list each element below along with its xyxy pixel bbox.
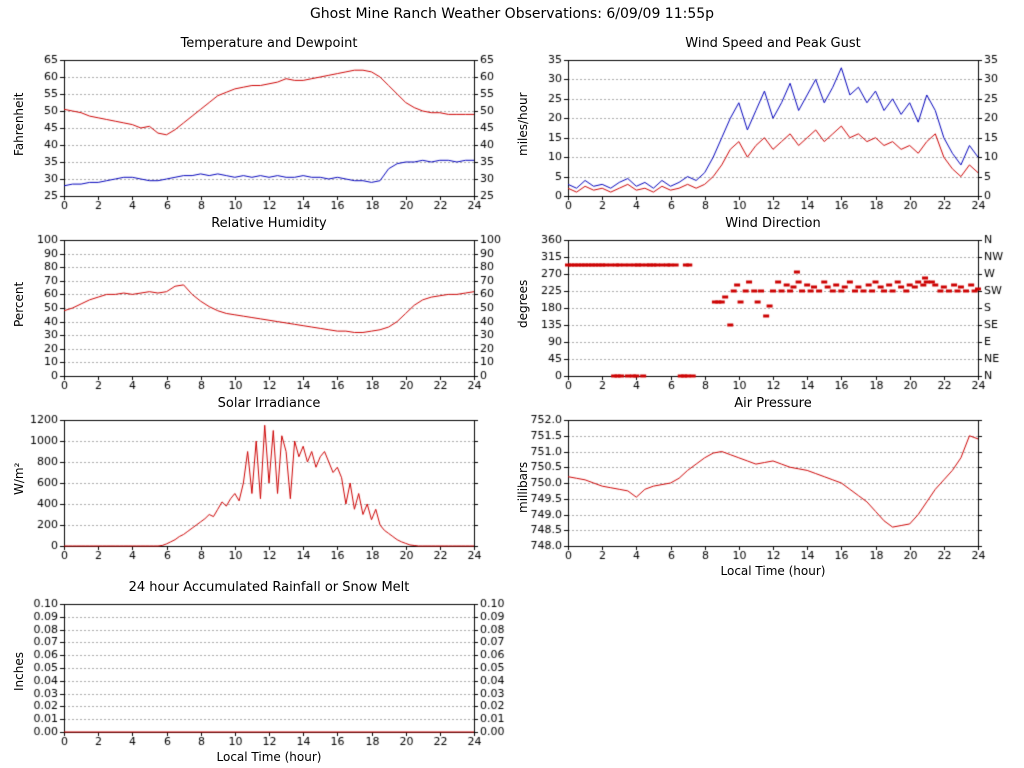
chart-relative-humidity: Relative Humidity Percent — [12, 214, 514, 394]
x-axis-label: Local Time (hour) — [720, 564, 826, 578]
chart-title: Wind Speed and Peak Gust — [685, 36, 861, 51]
page-title: Ghost Mine Ranch Weather Observations: 6… — [309, 6, 715, 22]
chart-temperature-dewpoint: Temperature and Dewpoint Fahrenheit — [12, 34, 514, 214]
chart-title: 24 hour Accumulated Rainfall or Snow Mel… — [128, 580, 410, 595]
chart-canvas — [12, 234, 514, 394]
y-axis-label: degrees — [516, 279, 530, 329]
chart-solar-irradiance: Solar Irradiance W/m² — [12, 394, 514, 564]
y-axis-label: Fahrenheit — [12, 92, 26, 156]
chart-title: Wind Direction — [725, 216, 821, 231]
chart-wind-direction: Wind Direction degrees — [516, 214, 1018, 394]
y-axis-label: miles/hour — [516, 92, 530, 156]
chart-air-pressure: Air Pressure millibars Local Time (hour) — [516, 394, 1018, 580]
y-axis-label: Inches — [12, 652, 26, 692]
chart-rainfall-snowmelt: 24 hour Accumulated Rainfall or Snow Mel… — [12, 578, 514, 766]
chart-canvas — [12, 54, 514, 214]
chart-canvas — [516, 54, 1018, 214]
chart-canvas — [516, 234, 1018, 394]
x-axis-label: Local Time (hour) — [216, 750, 322, 764]
y-axis-label: W/m² — [12, 462, 26, 496]
chart-title: Temperature and Dewpoint — [180, 36, 358, 51]
chart-canvas — [516, 414, 1018, 564]
chart-wind-speed-gust: Wind Speed and Peak Gust miles/hour — [516, 34, 1018, 214]
y-axis-label: millibars — [516, 461, 530, 513]
chart-title: Relative Humidity — [211, 216, 327, 231]
chart-title: Air Pressure — [734, 396, 812, 411]
chart-canvas — [12, 414, 514, 564]
chart-title: Solar Irradiance — [217, 396, 321, 411]
chart-canvas — [12, 598, 514, 750]
y-axis-label: Percent — [12, 281, 26, 327]
